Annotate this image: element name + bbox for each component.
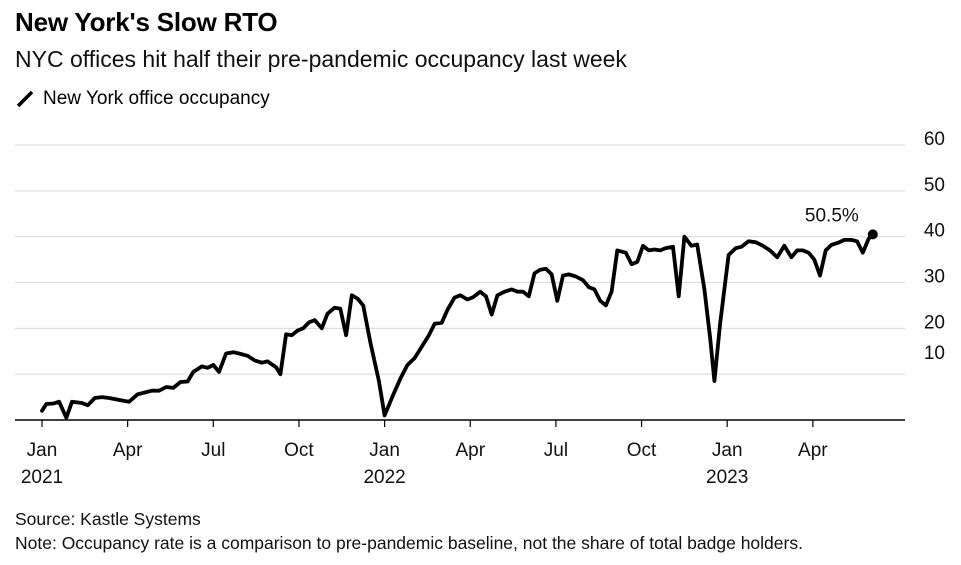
x-tick-label: Apr: [455, 440, 485, 461]
x-tick-label: Jul: [544, 440, 568, 461]
x-year-label: 2021: [21, 467, 63, 488]
x-tick-label: Jul: [201, 440, 225, 461]
chart-title: New York's Slow RTO: [15, 7, 278, 37]
x-tick-label: Jan: [712, 440, 743, 461]
x-tick-label: Oct: [627, 440, 657, 461]
x-tick-label: Jan: [27, 440, 58, 461]
legend: New York office occupancy: [15, 88, 270, 110]
chart-subtitle: NYC offices hit half their pre-pandemic …: [15, 46, 627, 72]
y-tick-label: 20: [924, 312, 945, 333]
x-tick-label: Jan: [369, 440, 400, 461]
footnote: Note: Occupancy rate is a comparison to …: [15, 533, 803, 553]
legend-label: New York office occupancy: [43, 88, 270, 109]
x-year-label: 2022: [363, 467, 405, 488]
x-year-label: 2023: [706, 467, 748, 488]
x-tick-label: Apr: [798, 440, 828, 461]
legend-line-icon: [16, 90, 34, 108]
last-point-marker: [867, 229, 878, 240]
x-tick-label: Oct: [284, 440, 314, 461]
y-tick-label: 30: [924, 267, 945, 288]
y-tick-label: 60: [924, 129, 945, 150]
source-note: Source: Kastle Systems: [15, 509, 201, 529]
last-value-label: 50.5%: [805, 205, 859, 226]
series-line: [40, 232, 875, 420]
y-tick-label: 50: [924, 175, 945, 196]
y-tick-label: 40: [924, 221, 945, 242]
x-tick-label: Apr: [113, 440, 143, 461]
y-tick-label: 10: [924, 343, 945, 364]
